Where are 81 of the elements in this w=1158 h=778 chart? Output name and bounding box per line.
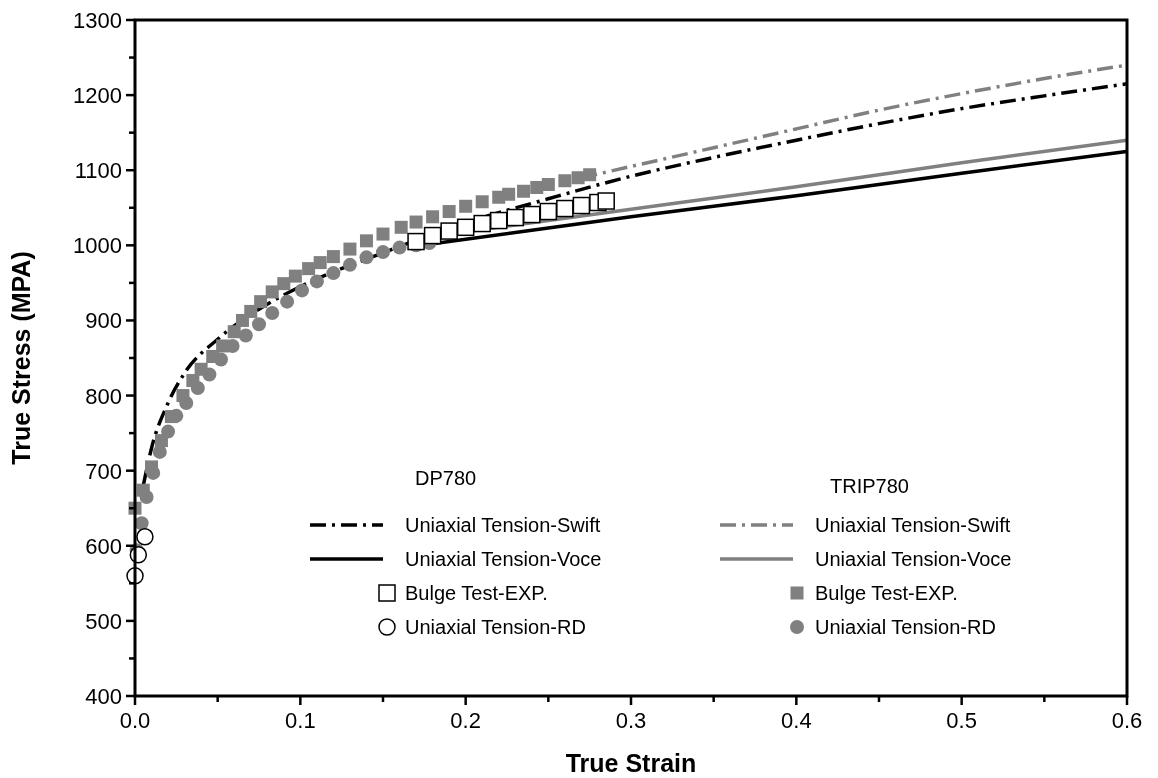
point: [326, 250, 340, 264]
x-tick-label: 0.5: [946, 708, 977, 733]
x-tick-label: 0.3: [615, 708, 647, 733]
point: [154, 434, 168, 448]
point: [530, 181, 544, 194]
x-tick-label: 0.4: [781, 708, 812, 733]
point: [227, 325, 241, 339]
point: [359, 234, 373, 248]
point: [489, 211, 508, 230]
point: [186, 374, 200, 388]
y-tick-label: 700: [85, 458, 122, 484]
point: [145, 460, 159, 474]
point: [394, 220, 408, 234]
point: [541, 177, 555, 191]
legend-label: Uniaxial Tension-Swift: [405, 514, 601, 536]
point: [442, 205, 456, 219]
point: [343, 242, 357, 256]
point: [288, 269, 302, 283]
point: [309, 274, 324, 289]
y-tick-label: 900: [85, 308, 122, 334]
legend-label: Uniaxial Tension-Voce: [405, 548, 602, 570]
point: [216, 339, 230, 353]
annotation: DP780: [415, 467, 477, 489]
legend-label: Uniaxial Tension-RD: [815, 616, 996, 638]
point: [459, 199, 473, 213]
x-tick-label: 0.1: [285, 708, 316, 733]
point: [456, 218, 475, 237]
point: [277, 277, 291, 291]
point: [194, 362, 208, 376]
point: [326, 266, 341, 281]
annotation: TRIP780: [830, 475, 909, 497]
point: [376, 245, 390, 260]
point: [426, 210, 440, 224]
point: [572, 196, 591, 215]
point: [176, 389, 190, 403]
legend-label: Bulge Test-EXP.: [405, 582, 548, 604]
point: [517, 184, 531, 198]
x-tick-label: 0.6: [1111, 708, 1143, 733]
point: [392, 240, 407, 255]
point: [280, 294, 295, 309]
point: [376, 227, 390, 241]
point: [244, 304, 258, 318]
point: [313, 256, 327, 270]
point: [475, 195, 489, 209]
point: [294, 283, 309, 298]
point: [359, 250, 374, 265]
point: [409, 215, 423, 229]
x-axis-title: True Strain: [565, 749, 697, 777]
point: [597, 192, 615, 210]
y-tick-label: 600: [85, 533, 122, 559]
y-tick-label: 1200: [73, 83, 122, 109]
point: [583, 168, 597, 182]
y-tick-label: 1100: [74, 158, 122, 184]
y-tick-label: 1300: [73, 8, 122, 33]
point: [254, 295, 268, 309]
point: [407, 232, 425, 251]
point: [136, 483, 150, 497]
point: [423, 226, 442, 245]
x-tick-label: 0.2: [450, 708, 481, 733]
y-tick-label: 800: [85, 383, 122, 409]
point: [502, 187, 516, 201]
point: [164, 410, 178, 424]
point: [252, 317, 266, 332]
point: [473, 214, 491, 233]
y-tick-label: 400: [85, 684, 122, 709]
point: [539, 202, 558, 221]
y-axis-title: True Stress (MPA): [7, 251, 35, 465]
y-tick-label: 500: [85, 608, 122, 634]
point: [206, 350, 220, 363]
legend-label: Uniaxial Tension-Swift: [815, 514, 1011, 536]
point: [265, 285, 279, 299]
x-tick-label: 0.0: [119, 708, 151, 733]
point: [342, 257, 357, 272]
point: [265, 305, 280, 320]
point: [506, 208, 525, 227]
legend-label: Uniaxial Tension-Voce: [815, 548, 1012, 570]
legend-label: Uniaxial Tension-RD: [405, 616, 586, 638]
point: [302, 262, 316, 276]
legend-label: Bulge Test-EXP.: [815, 582, 958, 604]
point: [558, 174, 572, 188]
y-tick-label: 1000: [73, 233, 122, 259]
